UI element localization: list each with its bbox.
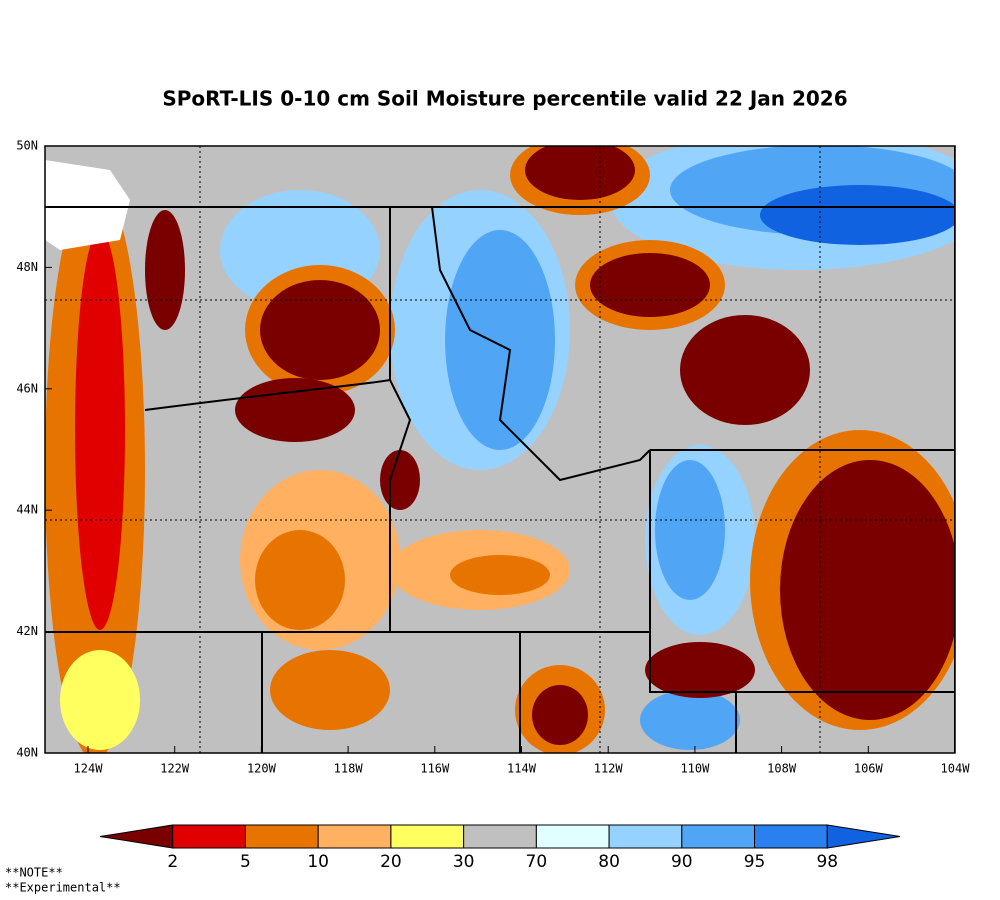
colorbar-label: 98 (816, 852, 838, 872)
moisture-area (60, 650, 140, 750)
colorbar-label: 10 (307, 852, 329, 872)
colorbar-segment (826, 824, 901, 849)
moisture-area (445, 230, 555, 450)
colorbar-label: 70 (526, 852, 548, 872)
lon-label: 106W (854, 762, 884, 776)
moisture-area (525, 146, 635, 200)
state-border (45, 146, 955, 753)
lon-label: 110W (680, 762, 710, 776)
moisture-area (655, 460, 725, 600)
lon-label: 122W (160, 762, 190, 776)
lon-label: 120W (247, 762, 277, 776)
lat-label: 50N (16, 139, 38, 153)
lat-label: 46N (16, 381, 38, 395)
colorbar-label: 5 (240, 852, 251, 872)
colorbar-segment (608, 824, 683, 849)
lon-label: 108W (767, 762, 797, 776)
moisture-area (260, 280, 380, 380)
note: **Experimental** (5, 881, 121, 895)
moisture-area (270, 650, 390, 730)
colorbar-segment (244, 824, 319, 849)
moisture-area (380, 450, 420, 510)
colorbar-label: 95 (744, 852, 766, 872)
colorbar-segment (535, 824, 610, 849)
lat-label: 42N (16, 624, 38, 638)
colorbar-segment (754, 824, 828, 849)
moisture-area (640, 690, 740, 750)
colorbar-segment (172, 824, 246, 849)
map-frame (44, 145, 956, 754)
moisture-area (590, 253, 710, 317)
colorbar-segment (390, 824, 465, 849)
lon-label: 116W (420, 762, 450, 776)
colorbar-segment (317, 824, 392, 849)
colorbar-segment (99, 824, 174, 849)
lat-label: 40N (16, 746, 38, 760)
moisture-area (532, 685, 588, 745)
moisture-area (255, 530, 345, 630)
moisture-area (145, 210, 185, 330)
moisture-area (75, 230, 125, 630)
lon-label: 124W (74, 762, 104, 776)
colorbar-segment (681, 824, 756, 849)
colorbar-label: 2 (167, 852, 178, 872)
colorbar-label: 90 (671, 852, 693, 872)
colorbar-label: 80 (598, 852, 620, 872)
moisture-area (645, 642, 755, 698)
map-field (45, 146, 955, 753)
moisture-area (780, 460, 955, 720)
moisture-area (680, 315, 810, 425)
note: **NOTE** (5, 866, 63, 880)
lon-label: 114W (507, 762, 537, 776)
lat-label: 44N (16, 503, 38, 517)
colorbar-label: 20 (380, 852, 402, 872)
lon-label: 104W (941, 762, 971, 776)
lon-label: 112W (594, 762, 624, 776)
water (45, 160, 130, 250)
moisture-area (235, 378, 355, 442)
moisture-area (450, 555, 550, 595)
lon-label: 118W (334, 762, 364, 776)
moisture-area (760, 185, 955, 245)
title: SPoRT-LIS 0-10 cm Soil Moisture percenti… (162, 87, 847, 111)
colorbar-label: 30 (453, 852, 475, 872)
colorbar-segment (463, 824, 537, 849)
lat-label: 48N (16, 260, 38, 274)
